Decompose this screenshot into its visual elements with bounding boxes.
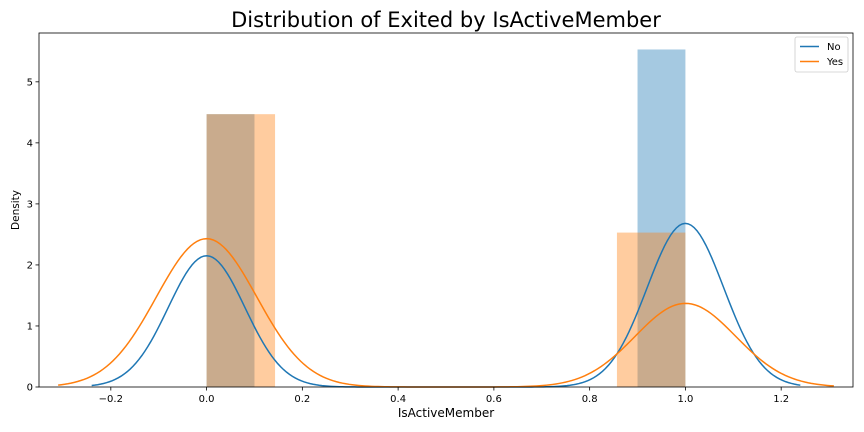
y-tick-label: 2 xyxy=(27,260,33,271)
y-tick-label: 3 xyxy=(27,199,33,210)
y-tick-label: 0 xyxy=(27,383,33,394)
y-axis-ticks: 0 1 2 3 4 5 xyxy=(27,77,39,394)
hist-bar-yes-1 xyxy=(616,232,686,387)
y-tick-label: 5 xyxy=(27,77,33,88)
y-axis-label: Density xyxy=(10,190,22,230)
x-tick-label: 0.0 xyxy=(199,394,215,405)
hist-bar-yes-0 xyxy=(206,114,276,387)
legend-label-yes: Yes xyxy=(826,57,843,68)
x-tick-label: 0.6 xyxy=(486,394,502,405)
chart-title: Distribution of Exited by IsActiveMember xyxy=(231,8,661,32)
x-axis-ticks: −0.2 0.0 0.2 0.4 0.6 0.8 1.0 1.2 xyxy=(99,387,789,405)
x-tick-label: 1.0 xyxy=(677,394,693,405)
x-tick-label: 0.2 xyxy=(294,394,310,405)
legend-label-no: No xyxy=(827,42,841,53)
x-tick-label: 1.2 xyxy=(773,394,789,405)
y-tick-label: 1 xyxy=(27,321,33,332)
x-axis-label: IsActiveMember xyxy=(398,406,494,420)
x-tick-label: 0.8 xyxy=(582,394,598,405)
legend: No Yes xyxy=(794,36,849,73)
hist-bar-no-1 xyxy=(637,49,686,387)
x-tick-label: −0.2 xyxy=(99,394,123,405)
y-tick-label: 4 xyxy=(27,138,33,149)
hist-bar-no-0 xyxy=(206,114,255,387)
plot-frame xyxy=(38,32,854,388)
x-tick-label: 0.4 xyxy=(390,394,406,405)
histogram-bars xyxy=(206,49,686,387)
